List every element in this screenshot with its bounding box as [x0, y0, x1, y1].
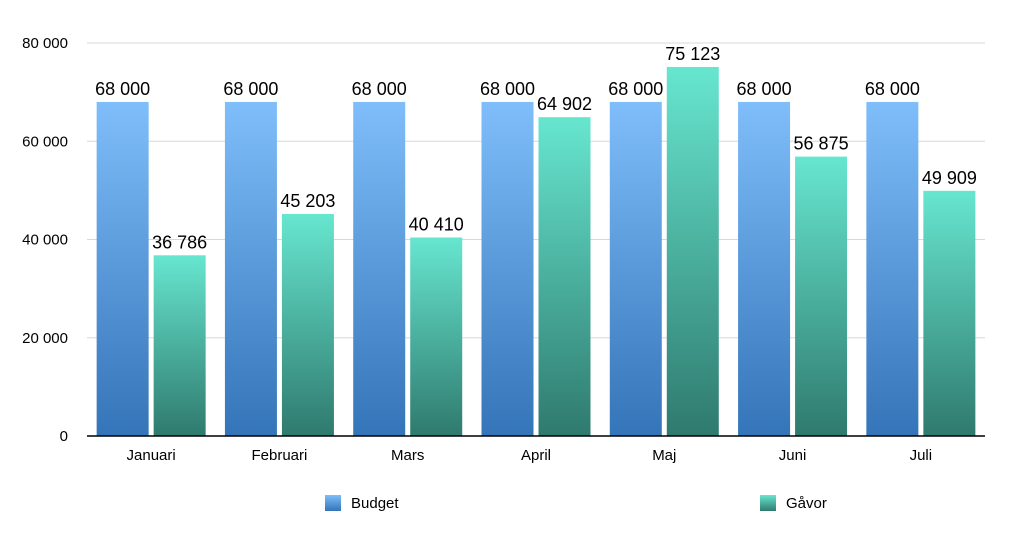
bar-gavor — [410, 237, 463, 436]
data-label-gavor: 45 203 — [280, 191, 335, 211]
x-tick-label: Januari — [127, 447, 176, 464]
bars — [96, 66, 976, 437]
bar-budget — [481, 101, 534, 436]
legend-label-gavor: Gåvor — [786, 495, 827, 512]
legend-label-budget: Budget — [351, 495, 399, 512]
x-tick-label: Mars — [391, 447, 424, 464]
y-tick-label: 40 000 — [22, 232, 68, 249]
bar-gavor — [923, 190, 976, 436]
y-tick-label: 0 — [60, 428, 68, 445]
bar-budget — [96, 101, 149, 436]
data-label-budget: 68 000 — [480, 79, 535, 99]
bar-gavor — [795, 156, 848, 436]
legend: Budget Gåvor — [325, 495, 827, 512]
x-tick-label: Juni — [779, 447, 807, 464]
data-label-budget: 68 000 — [608, 79, 663, 99]
bar-budget — [224, 101, 277, 436]
x-axis-ticks: Januari Februari Mars April Maj Juni Juli — [127, 447, 933, 464]
data-label-budget: 68 000 — [95, 79, 150, 99]
data-label-budget: 68 000 — [223, 79, 278, 99]
bar-gavor — [538, 117, 591, 437]
data-label-gavor: 64 902 — [537, 94, 592, 114]
y-tick-label: 20 000 — [22, 330, 68, 347]
bar-budget — [609, 101, 662, 436]
data-label-gavor: 49 909 — [922, 168, 977, 188]
data-label-gavor: 40 410 — [409, 214, 464, 234]
bar-gavor — [281, 213, 334, 436]
bar-budget — [738, 101, 791, 436]
x-tick-label: Februari — [251, 447, 307, 464]
data-label-budget: 68 000 — [737, 79, 792, 99]
gridlines — [87, 42, 985, 339]
y-tick-label: 60 000 — [22, 133, 68, 150]
x-tick-label: Juli — [910, 447, 933, 464]
x-tick-label: Maj — [652, 447, 676, 464]
bar-budget — [866, 101, 919, 436]
bar-gavor — [153, 255, 206, 436]
y-tick-label: 80 000 — [22, 35, 68, 52]
data-label-gavor: 75 123 — [665, 44, 720, 64]
data-labels: 68 000 36 786 68 000 45 203 68 000 40 410 68 0… — [95, 44, 977, 252]
bar-gavor — [666, 66, 719, 437]
x-tick-label: April — [521, 447, 551, 464]
data-label-gavor: 56 875 — [794, 134, 849, 154]
data-label-budget: 68 000 — [352, 79, 407, 99]
bar-budget — [353, 101, 406, 436]
legend-swatch-gavor — [760, 495, 776, 511]
y-axis-ticks: 0 20 000 40 000 60 000 80 000 — [22, 35, 68, 445]
data-label-budget: 68 000 — [865, 79, 920, 99]
data-label-gavor: 36 786 — [152, 232, 207, 252]
legend-swatch-budget — [325, 495, 341, 511]
